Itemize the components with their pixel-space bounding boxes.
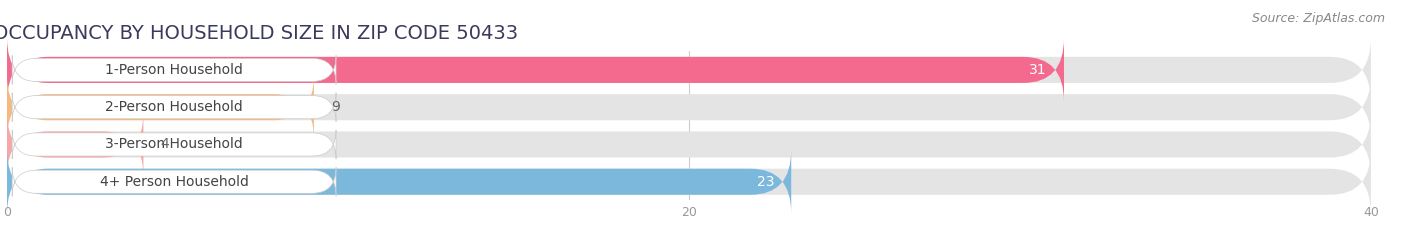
FancyBboxPatch shape — [7, 150, 1371, 213]
Text: 23: 23 — [756, 175, 775, 189]
Text: Source: ZipAtlas.com: Source: ZipAtlas.com — [1251, 12, 1385, 25]
Text: 1-Person Household: 1-Person Household — [105, 63, 243, 77]
Text: 9: 9 — [330, 100, 340, 114]
Text: 31: 31 — [1029, 63, 1047, 77]
FancyBboxPatch shape — [7, 38, 1371, 102]
Text: 4+ Person Household: 4+ Person Household — [100, 175, 249, 189]
FancyBboxPatch shape — [7, 113, 143, 176]
FancyBboxPatch shape — [7, 75, 314, 139]
FancyBboxPatch shape — [13, 93, 336, 122]
FancyBboxPatch shape — [7, 113, 1371, 176]
FancyBboxPatch shape — [7, 75, 1371, 139]
Text: 4: 4 — [160, 137, 169, 151]
FancyBboxPatch shape — [13, 130, 336, 159]
Text: OCCUPANCY BY HOUSEHOLD SIZE IN ZIP CODE 50433: OCCUPANCY BY HOUSEHOLD SIZE IN ZIP CODE … — [0, 24, 519, 43]
FancyBboxPatch shape — [13, 167, 336, 196]
Text: 3-Person Household: 3-Person Household — [105, 137, 243, 151]
Text: 2-Person Household: 2-Person Household — [105, 100, 243, 114]
FancyBboxPatch shape — [7, 150, 792, 213]
FancyBboxPatch shape — [7, 38, 1064, 102]
FancyBboxPatch shape — [13, 55, 336, 84]
